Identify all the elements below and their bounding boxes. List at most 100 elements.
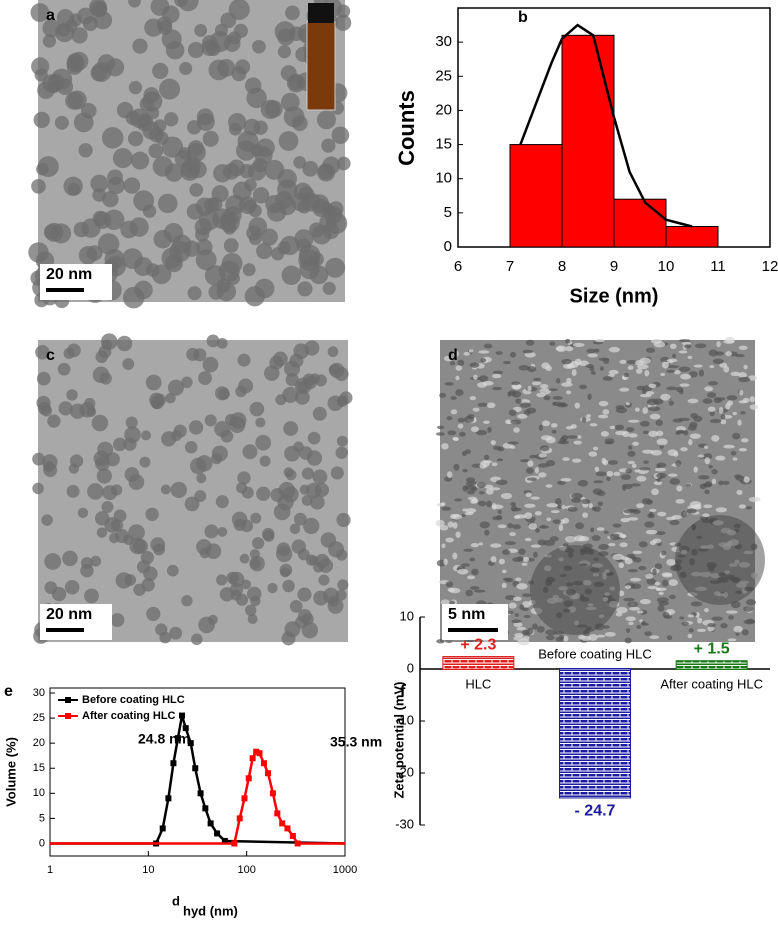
texture <box>720 623 728 629</box>
texture <box>467 489 475 495</box>
texture <box>709 418 722 424</box>
texture <box>655 587 661 591</box>
particle <box>217 58 236 77</box>
particle <box>77 7 94 25</box>
bar-hatch <box>560 669 630 798</box>
particle <box>283 467 294 478</box>
texture <box>453 437 459 442</box>
marker <box>182 725 189 732</box>
particle <box>196 113 215 132</box>
particle <box>181 376 193 389</box>
particle <box>167 379 184 396</box>
y-tick-label: 25 <box>33 712 45 724</box>
texture <box>745 506 753 510</box>
marker <box>289 832 296 839</box>
texture <box>465 481 478 487</box>
particle <box>95 456 110 471</box>
texture <box>549 341 556 346</box>
texture <box>686 508 697 514</box>
particle <box>297 587 312 602</box>
texture <box>558 524 564 532</box>
particle <box>146 106 160 120</box>
texture <box>656 472 667 479</box>
texture <box>639 357 651 364</box>
texture <box>566 435 578 439</box>
x-axis-title: Size (nm) <box>570 285 659 307</box>
particle <box>44 553 62 570</box>
annotation: 35.3 nm <box>330 734 382 750</box>
texture <box>713 398 722 404</box>
particle <box>96 527 108 538</box>
particle <box>245 604 257 616</box>
marker <box>202 805 209 812</box>
texture <box>477 402 489 407</box>
marker <box>256 750 263 757</box>
texture <box>483 484 494 489</box>
particle <box>237 471 251 485</box>
particle <box>328 201 344 217</box>
texture <box>678 350 688 354</box>
texture <box>675 499 685 504</box>
texture <box>533 377 542 382</box>
particle <box>63 176 83 196</box>
panel-label: f <box>400 683 406 700</box>
particle <box>336 435 348 447</box>
texture <box>662 579 669 587</box>
y-tick-label: 10 <box>435 170 452 187</box>
texture <box>545 484 553 488</box>
texture <box>470 499 478 504</box>
texture <box>552 519 562 524</box>
particle <box>273 503 291 521</box>
texture <box>738 372 747 378</box>
particle <box>33 111 50 129</box>
particle <box>186 347 200 361</box>
texture <box>620 517 631 523</box>
scale-box <box>40 604 112 640</box>
y-tick-label: -20 <box>395 764 414 779</box>
particle <box>194 227 210 242</box>
texture <box>435 519 445 527</box>
texture <box>545 635 555 641</box>
texture <box>452 350 460 358</box>
texture <box>626 427 635 432</box>
texture <box>562 457 570 461</box>
texture <box>678 339 691 343</box>
texture <box>594 466 600 472</box>
y-tick-label: -10 <box>395 712 414 727</box>
particle <box>244 77 262 94</box>
texture <box>452 522 458 529</box>
particle <box>187 41 205 59</box>
particle <box>92 366 110 384</box>
texture <box>647 586 658 590</box>
texture <box>715 507 727 513</box>
particle <box>146 606 161 622</box>
texture <box>507 391 512 397</box>
particle <box>116 335 133 352</box>
texture <box>463 351 471 356</box>
texture <box>711 469 718 475</box>
y-axis-title: Volume (%) <box>3 737 18 807</box>
particle <box>223 163 240 180</box>
x-axis-title: d <box>172 893 180 908</box>
texture <box>574 358 582 366</box>
particle <box>42 74 62 93</box>
x-tick-label: 7 <box>506 258 514 275</box>
scale-box <box>442 604 508 640</box>
texture <box>732 432 741 440</box>
texture <box>673 369 681 375</box>
texture <box>527 460 534 467</box>
texture <box>540 445 550 452</box>
texture <box>550 510 560 514</box>
texture <box>478 491 485 495</box>
particle <box>220 12 237 29</box>
texture <box>514 613 519 617</box>
particle <box>36 162 49 176</box>
particle <box>142 204 157 218</box>
particle <box>169 626 183 640</box>
texture <box>485 488 494 495</box>
texture <box>704 457 711 465</box>
texture <box>540 524 546 529</box>
marker <box>170 760 177 767</box>
texture <box>681 621 689 626</box>
texture <box>683 430 689 436</box>
